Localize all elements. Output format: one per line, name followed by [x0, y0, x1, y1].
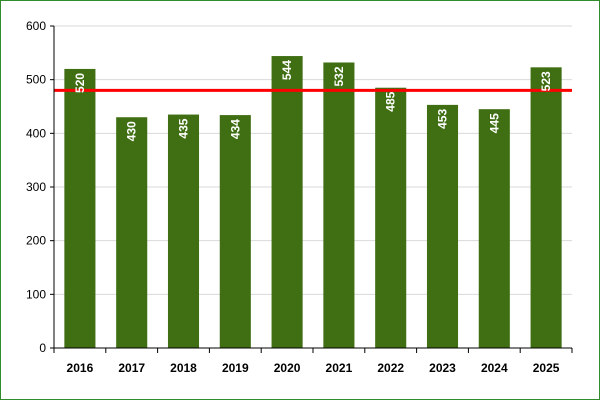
x-tick-label: 2023 — [429, 361, 456, 375]
bars — [64, 56, 562, 348]
data-label: 435 — [177, 118, 191, 138]
y-tick-label: 600 — [26, 19, 46, 33]
bar — [271, 56, 303, 348]
bar — [530, 67, 562, 348]
x-tick-label: 2021 — [326, 361, 353, 375]
x-tick-label: 2017 — [118, 361, 145, 375]
x-tick-label: 2024 — [481, 361, 508, 375]
x-tick-label: 2022 — [377, 361, 404, 375]
data-label: 430 — [125, 121, 139, 141]
bar — [478, 109, 510, 348]
data-label: 485 — [384, 91, 398, 111]
y-tick-label: 500 — [26, 73, 46, 87]
bar — [219, 115, 251, 348]
y-tick-label: 100 — [26, 287, 46, 301]
x-tick-label: 2020 — [274, 361, 301, 375]
y-tick-label: 300 — [26, 180, 46, 194]
x-tick-labels: 2016 2017 2018 2019 2020 2021 2022 2023 2024 2025 — [67, 361, 560, 375]
data-label: 523 — [539, 71, 553, 91]
data-label: 544 — [280, 60, 294, 80]
data-label: 445 — [487, 113, 501, 133]
y-tick-label: 200 — [26, 234, 46, 248]
data-label: 453 — [436, 109, 450, 129]
bar — [116, 117, 148, 348]
bar — [167, 114, 200, 348]
x-tick-label: 2025 — [533, 361, 560, 375]
y-tick-label: 400 — [26, 126, 46, 140]
x-tick-label: 2016 — [67, 361, 94, 375]
x-tick-label: 2019 — [222, 361, 249, 375]
bar — [426, 104, 459, 348]
axes — [50, 25, 573, 353]
data-labels: 520 430 435 434 544 532 485 453 445 523 — [73, 60, 553, 142]
x-tick-label: 2018 — [170, 361, 197, 375]
bar — [323, 62, 355, 348]
bar — [375, 87, 407, 348]
y-tick-labels: 0 100 200 300 400 500 600 — [26, 19, 46, 355]
data-label: 434 — [228, 119, 242, 139]
y-tick-label: 0 — [39, 341, 46, 355]
data-label: 532 — [332, 66, 346, 86]
bar — [64, 68, 96, 348]
data-label: 520 — [73, 73, 87, 93]
